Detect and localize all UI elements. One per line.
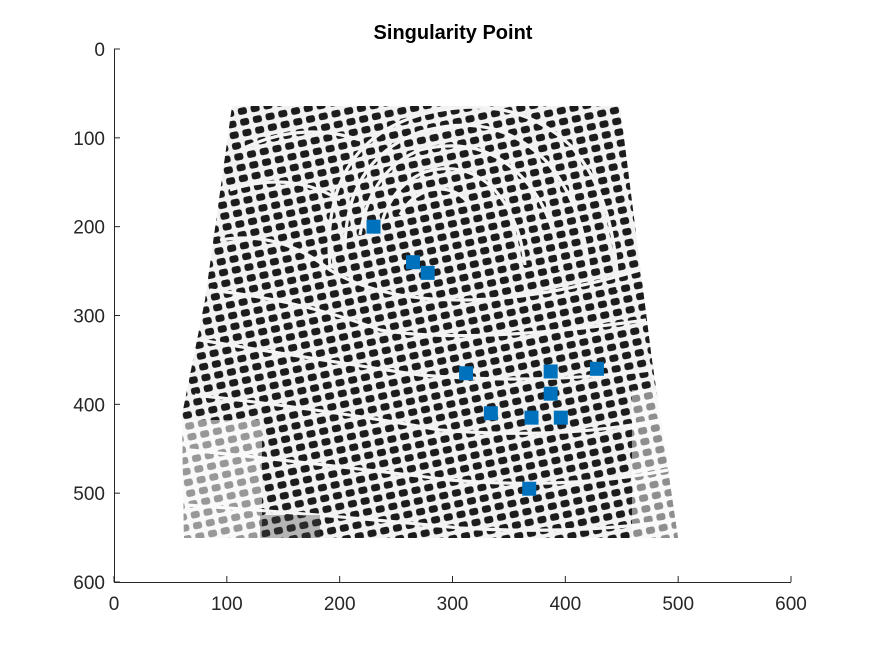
x-tick-label: 400 [549, 594, 581, 615]
singularity-point-marker [366, 219, 381, 234]
singularity-point-marker [406, 255, 421, 270]
y-tick-label: 600 [73, 573, 105, 594]
y-tick-label: 500 [73, 484, 105, 505]
singularity-point-marker [459, 366, 474, 381]
x-ticks: 0 100 200 300 400 500 600 [109, 576, 807, 615]
y-ticks: 0 100 200 300 400 500 600 [73, 40, 120, 594]
singularity-markers [366, 219, 604, 496]
x-tick-label: 100 [211, 594, 243, 615]
singularity-point-marker [420, 265, 435, 280]
x-tick-label: 0 [109, 594, 120, 615]
singularity-point-marker [553, 410, 568, 425]
singularity-point-marker [524, 410, 539, 425]
fingerprint-image [182, 106, 678, 538]
y-tick-label: 100 [73, 129, 105, 150]
x-tick-label: 200 [324, 594, 356, 615]
singularity-point-marker [543, 364, 558, 379]
x-tick-label: 500 [662, 594, 694, 615]
singularity-point-marker [543, 386, 558, 401]
singularity-point-marker [589, 361, 604, 376]
y-tick-label: 300 [73, 307, 105, 328]
singularity-point-marker [483, 406, 498, 421]
y-tick-label: 400 [73, 395, 105, 416]
y-tick-label: 0 [94, 40, 105, 61]
x-tick-label: 600 [775, 594, 807, 615]
chart-title: Singularity Point [374, 22, 533, 44]
y-tick-label: 200 [73, 218, 105, 239]
singularity-point-marker [522, 481, 537, 496]
x-tick-label: 300 [437, 594, 469, 615]
